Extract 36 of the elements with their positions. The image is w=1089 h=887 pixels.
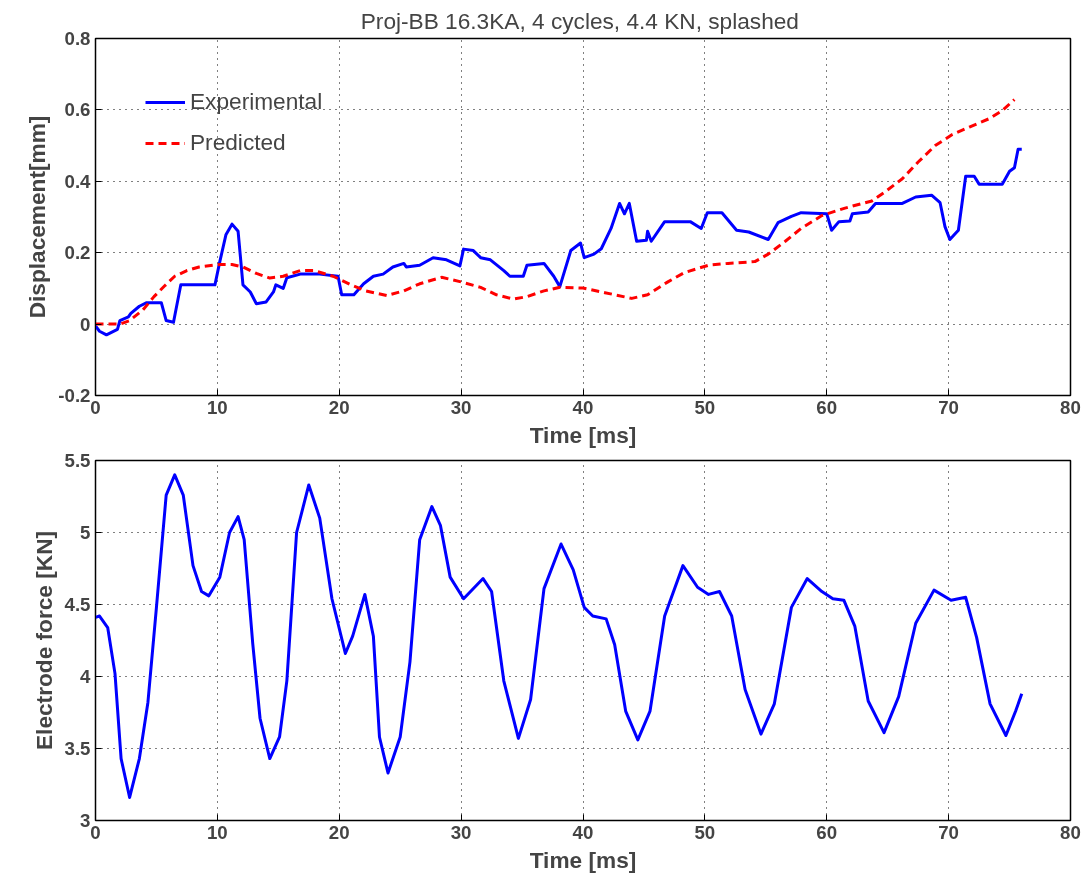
y-tick-label: 0.6 [64,99,91,121]
x-axis-title: Time [ms] [529,846,637,873]
x-tick-label: 80 [1060,821,1081,843]
y-axis-title: Displacement[mm] [24,115,51,319]
chart-title: Proj-BB 16.3KA, 4 cycles, 4.4 KN, splashed [360,7,799,34]
y-tick-label: 0.4 [64,170,92,192]
x-tick-label: 40 [572,821,594,843]
x-tick-label: 80 [1060,396,1081,418]
y-tick-label: 5 [80,522,91,543]
x-tick-label: 10 [207,821,228,843]
y-tick-label: 0.8 [64,28,91,49]
y-tick-label: 0 [80,313,91,335]
y-tick-label: 3 [80,810,91,831]
y-tick-label: 4 [80,666,92,687]
y-axis-title: Electrode force [KN] [30,530,57,751]
y-tick-label: 5.5 [64,450,91,471]
y-tick-label: 3.5 [64,738,91,759]
x-axis-title: Time [ms] [529,421,637,448]
y-tick-label: 0.2 [64,242,91,264]
x-tick-label: 20 [328,396,350,418]
legend-label: Predicted [190,129,286,156]
x-tick-label: 70 [938,396,960,418]
x-tick-label: 30 [450,396,472,418]
x-tick-label: 70 [938,821,960,843]
y-tick-label: 4.5 [64,594,91,615]
x-tick-label: 60 [816,821,838,843]
legend-label: Experimental [190,88,323,115]
x-tick-label: 20 [328,821,350,843]
y-tick-label: -0.2 [58,385,91,406]
x-tick-label: 60 [816,396,838,418]
x-tick-label: 50 [694,396,716,418]
x-tick-label: 50 [694,821,716,843]
x-tick-label: 30 [450,821,472,843]
x-tick-label: 10 [207,396,228,418]
x-tick-label: 40 [572,396,594,418]
line-series [95,473,1024,799]
